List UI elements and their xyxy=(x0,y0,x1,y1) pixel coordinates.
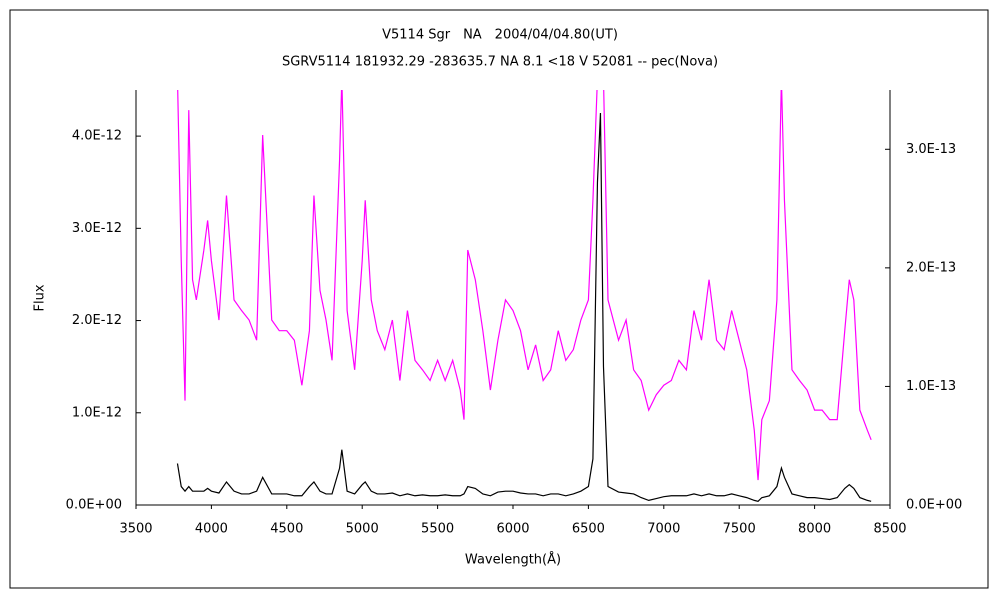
y-tick-label: 4.0E-12 xyxy=(72,129,122,144)
chart-title: V5114 Sgr NA 2004/04/04.80(UT) xyxy=(382,28,618,43)
x-tick-label: 7500 xyxy=(723,522,756,537)
x-tick-label: 8500 xyxy=(873,522,906,537)
y-tick-label: 3.0E-12 xyxy=(72,221,122,236)
x-tick-label: 6500 xyxy=(572,522,605,537)
y-tick-label: 0.0E+00 xyxy=(66,498,122,513)
spectrum-line xyxy=(177,90,872,481)
spectrum-line xyxy=(176,113,872,502)
y-tick-label: 1.0E-12 xyxy=(72,405,122,420)
y2-tick-label: 0.0E+00 xyxy=(906,498,962,513)
x-tick-label: 4000 xyxy=(195,522,228,537)
y-tick-label: 2.0E-12 xyxy=(72,313,122,328)
x-tick-label: 8000 xyxy=(798,522,831,537)
chart-subtitle: SGRV5114 181932.29 -283635.7 NA 8.1 <18 … xyxy=(282,55,718,70)
x-tick-label: 6000 xyxy=(496,522,529,537)
x-axis-label: Wavelength(Å) xyxy=(465,552,561,568)
frame xyxy=(9,9,989,589)
x-tick-label: 7000 xyxy=(647,522,680,537)
y-axis-label: Flux xyxy=(33,284,48,311)
y2-tick-label: 1.0E-13 xyxy=(906,379,956,394)
plot-area xyxy=(176,90,872,502)
x-tick-label: 5500 xyxy=(421,522,454,537)
y2-tick-label: 3.0E-13 xyxy=(906,142,956,157)
x-tick-label: 4500 xyxy=(270,522,303,537)
x-tick-label: 5000 xyxy=(346,522,379,537)
y2-tick-label: 2.0E-13 xyxy=(906,260,956,275)
x-tick-label: 3500 xyxy=(119,522,152,537)
